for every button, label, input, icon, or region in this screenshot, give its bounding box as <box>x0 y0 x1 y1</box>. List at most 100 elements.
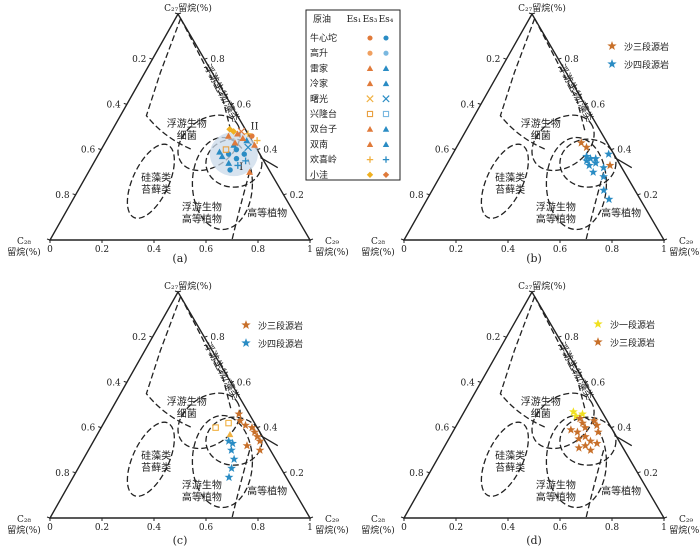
apex-label-c28-unit: 留烷(%) <box>361 524 395 536</box>
data-point <box>580 432 590 441</box>
data-point <box>234 409 244 418</box>
apex-label-c29: C₂₉ <box>325 515 339 525</box>
boundary-line <box>231 450 251 519</box>
legend-row-label: 冷家 <box>310 78 328 90</box>
legend-symbol <box>593 319 603 328</box>
tick-mark <box>400 516 405 519</box>
tick-label: 0.4 <box>147 523 162 533</box>
data-point <box>253 137 261 144</box>
legend-row-label: 牛心坨 <box>310 32 337 44</box>
legend-row-label: 双台子 <box>310 123 337 135</box>
region-label-mixed: 浮游生物 <box>536 479 576 492</box>
boundary-line <box>180 18 232 132</box>
region-ellipse <box>559 138 617 188</box>
tick-label: 0.4 <box>106 378 121 388</box>
region-label-diatom: 苔藓类 <box>495 183 525 196</box>
data-point <box>227 167 233 173</box>
tick-label: 0.6 <box>81 424 96 434</box>
data-point <box>569 407 578 416</box>
triangle-outline <box>402 290 666 519</box>
data-point <box>244 130 252 138</box>
tick-mark <box>452 426 456 429</box>
data-point <box>235 416 245 425</box>
ternary-panel-c: 0 0.2 0.8 0.2 0.4 0.6 0.4 0.6 0.4 0.6 0.8 0.2 0.8 1 C₂… <box>7 280 349 547</box>
legend-header: Es₄ <box>379 15 394 25</box>
tick-mark <box>558 57 562 60</box>
data-point <box>242 157 249 165</box>
tick-mark <box>98 426 102 429</box>
tick-label: 0 <box>401 245 407 255</box>
tick-mark <box>663 516 668 519</box>
tick-mark <box>123 380 127 383</box>
legend-symbol <box>382 80 390 87</box>
region-ellipse <box>531 114 595 172</box>
tick-mark <box>426 471 430 474</box>
tick-label: 0.8 <box>409 469 424 479</box>
apex-label-c27: C₂₇留烷(%) <box>164 2 212 14</box>
boundary-line <box>585 172 605 241</box>
legend-symbol <box>366 65 374 71</box>
data-point <box>230 128 238 135</box>
legend-symbol <box>367 35 373 41</box>
boundary-line <box>585 450 605 519</box>
region-label-bacteria: 浮游生物 <box>167 117 207 130</box>
region-label-algae: 浮游生物/藻类 <box>555 340 596 402</box>
tick-label: 0.2 <box>449 245 463 255</box>
data-point <box>227 445 236 454</box>
tick-mark <box>46 238 51 241</box>
tick-label: 0.2 <box>290 469 304 479</box>
tick-mark <box>426 193 430 196</box>
region-label-mixed: 浮游生物 <box>536 201 576 214</box>
legend-symbol <box>366 156 374 163</box>
boundary-line <box>616 436 633 447</box>
data-point <box>571 411 581 420</box>
legend-label: 沙四段源岩 <box>258 338 303 350</box>
tick-label: 0.6 <box>553 245 568 255</box>
tick-label: 0.8 <box>55 469 70 479</box>
legend-symbol <box>607 59 617 68</box>
boundary-line <box>180 296 232 410</box>
tick-mark <box>283 471 287 474</box>
panel-label: (c) <box>173 534 188 547</box>
legend-symbol <box>366 80 374 87</box>
apex-label-c29-unit: 留烷(%) <box>669 524 700 536</box>
data-point <box>244 143 252 152</box>
tick-label: 0.4 <box>501 523 516 533</box>
data-point <box>592 438 602 448</box>
tick-mark <box>528 290 533 293</box>
tick-mark <box>637 471 641 474</box>
tick-label: 0.4 <box>263 146 278 156</box>
tick-mark <box>309 516 314 519</box>
apex-label-c29: C₂₉ <box>679 515 693 525</box>
tick-label: 1 <box>307 523 313 533</box>
boundary-line <box>534 296 586 410</box>
data-point <box>574 434 584 443</box>
region-label-diatom: 苔藓类 <box>495 461 525 474</box>
region-label-mixed: 高等植物 <box>182 213 222 226</box>
legend-symbol <box>607 41 617 50</box>
data-point <box>234 130 241 137</box>
data-point <box>229 454 239 463</box>
boundary-line <box>262 436 279 447</box>
region-label-diatom: 苔藓类 <box>141 183 171 196</box>
region-label-mixed: 浮游生物 <box>182 201 222 214</box>
tick-mark <box>72 193 76 196</box>
tick-mark <box>230 380 234 383</box>
ternary-panel-b: 0 0.2 0.8 0.2 0.4 0.6 0.4 0.6 0.4 0.6 0.8 0.2 0.8 1 C₂… <box>361 2 700 265</box>
data-point <box>226 430 234 438</box>
apex-label-c29-unit: 留烷(%) <box>315 524 349 536</box>
legend-symbol <box>366 95 374 103</box>
tick-mark <box>149 335 153 338</box>
legend-symbol <box>241 320 251 329</box>
data-point <box>582 156 591 165</box>
data-point <box>216 148 223 155</box>
data-point <box>576 138 586 147</box>
tick-mark <box>98 148 102 151</box>
tick-label: 0 <box>47 523 53 533</box>
tick-label: 0.8 <box>605 523 620 533</box>
legend-symbol <box>382 126 390 132</box>
boundary-line <box>616 158 633 169</box>
boundary-line <box>499 18 547 151</box>
